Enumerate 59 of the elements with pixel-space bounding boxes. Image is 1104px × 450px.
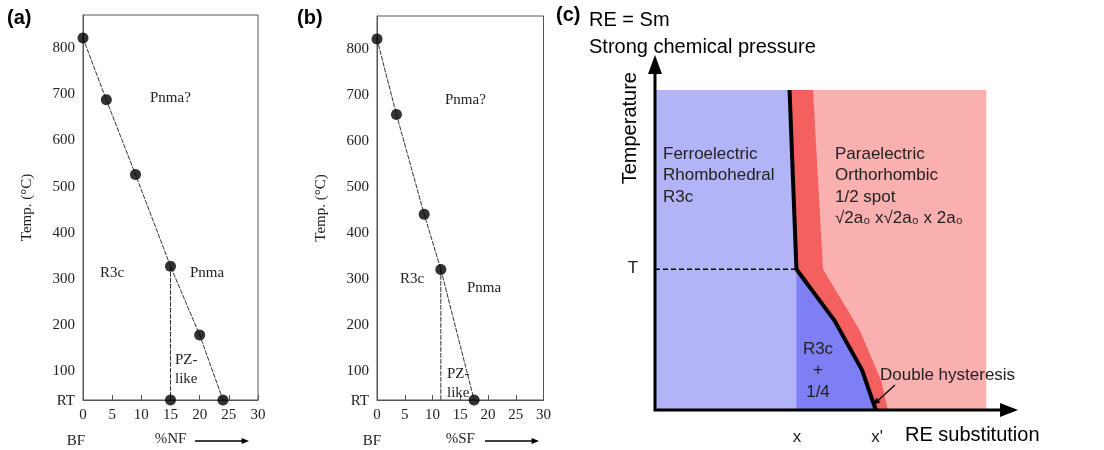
text: (c) <box>556 2 581 27</box>
y-tick-label: RT <box>350 392 369 408</box>
chart-title: (a) <box>7 6 32 28</box>
text: BF <box>362 432 382 448</box>
y-tick-label: 600 <box>346 132 369 149</box>
x-tick-label: 20 <box>480 405 496 422</box>
annotation: R3c <box>400 270 425 286</box>
x-tick-label: 5 <box>401 405 409 422</box>
x-tick-label: 0 <box>373 405 381 422</box>
y-tick-label: 400 <box>346 224 369 241</box>
y-axis-title: Temp. (°C) <box>17 173 35 242</box>
x-tick-label: 15 <box>163 405 178 422</box>
annotation: R3c <box>100 264 125 280</box>
y-tick-label: 300 <box>346 270 369 287</box>
text: RE substitution <box>905 422 1040 447</box>
annotation: PZ- like <box>175 350 198 386</box>
x-tick-label: 30 <box>250 405 266 422</box>
y-tick-label: 700 <box>52 85 75 102</box>
y-tick-label: 500 <box>346 178 369 195</box>
x-tick-label: 15 <box>452 405 468 422</box>
x-tick-label: 5 <box>108 405 116 422</box>
y-tick-label: 500 <box>52 177 75 194</box>
annotation: Pnma <box>467 279 502 295</box>
x-axis-title: %NF <box>154 429 187 446</box>
x-tick-label: 0 <box>79 405 87 422</box>
y-tick-label: 600 <box>52 131 75 148</box>
text: R3c + 1/4 <box>802 338 834 402</box>
x-tick-label: 20 <box>192 405 208 422</box>
text: RE = Sm Strong chemical pressure <box>589 7 816 59</box>
annotation: Pnma? <box>150 89 192 105</box>
y-axis-title: Temp. (°C) <box>311 174 329 242</box>
text: Double hysteresis <box>880 364 1016 386</box>
y-tick-label: 800 <box>52 39 75 56</box>
annotation: Pnma? <box>445 91 487 107</box>
x-tick-label: 25 <box>221 405 237 422</box>
x-axis-title: %SF <box>445 429 475 446</box>
annotation: PZ- like <box>447 364 470 400</box>
y-tick-label: 100 <box>346 362 369 379</box>
x-tick-label: 10 <box>133 405 149 422</box>
chart-title: (b) <box>297 6 323 28</box>
text: Paraelectric Orthorhombic 1/2 spot √2a₀ x√2a₀ x 2a₀ <box>835 142 963 228</box>
x-tick-label: 25 <box>508 405 524 422</box>
y-tick-label: RT <box>56 392 75 408</box>
y-tick-label: 100 <box>52 362 75 379</box>
text: T <box>627 257 639 279</box>
y-tick-label: 200 <box>346 316 369 333</box>
text: Ferroelectric Rhombohedral R3c <box>663 143 775 207</box>
y-tick-label: 300 <box>52 269 75 286</box>
annotation: Pnma <box>190 264 225 280</box>
text: Temperature <box>617 72 641 185</box>
text: BF <box>66 432 86 448</box>
y-tick-label: 400 <box>52 223 75 240</box>
x-tick-label: 10 <box>425 405 440 422</box>
text: x' <box>871 426 883 448</box>
text: x <box>792 426 802 448</box>
y-tick-label: 700 <box>346 86 369 103</box>
y-tick-label: 800 <box>346 40 369 57</box>
y-tick-label: 200 <box>52 315 75 332</box>
x-tick-label: 30 <box>536 405 551 422</box>
